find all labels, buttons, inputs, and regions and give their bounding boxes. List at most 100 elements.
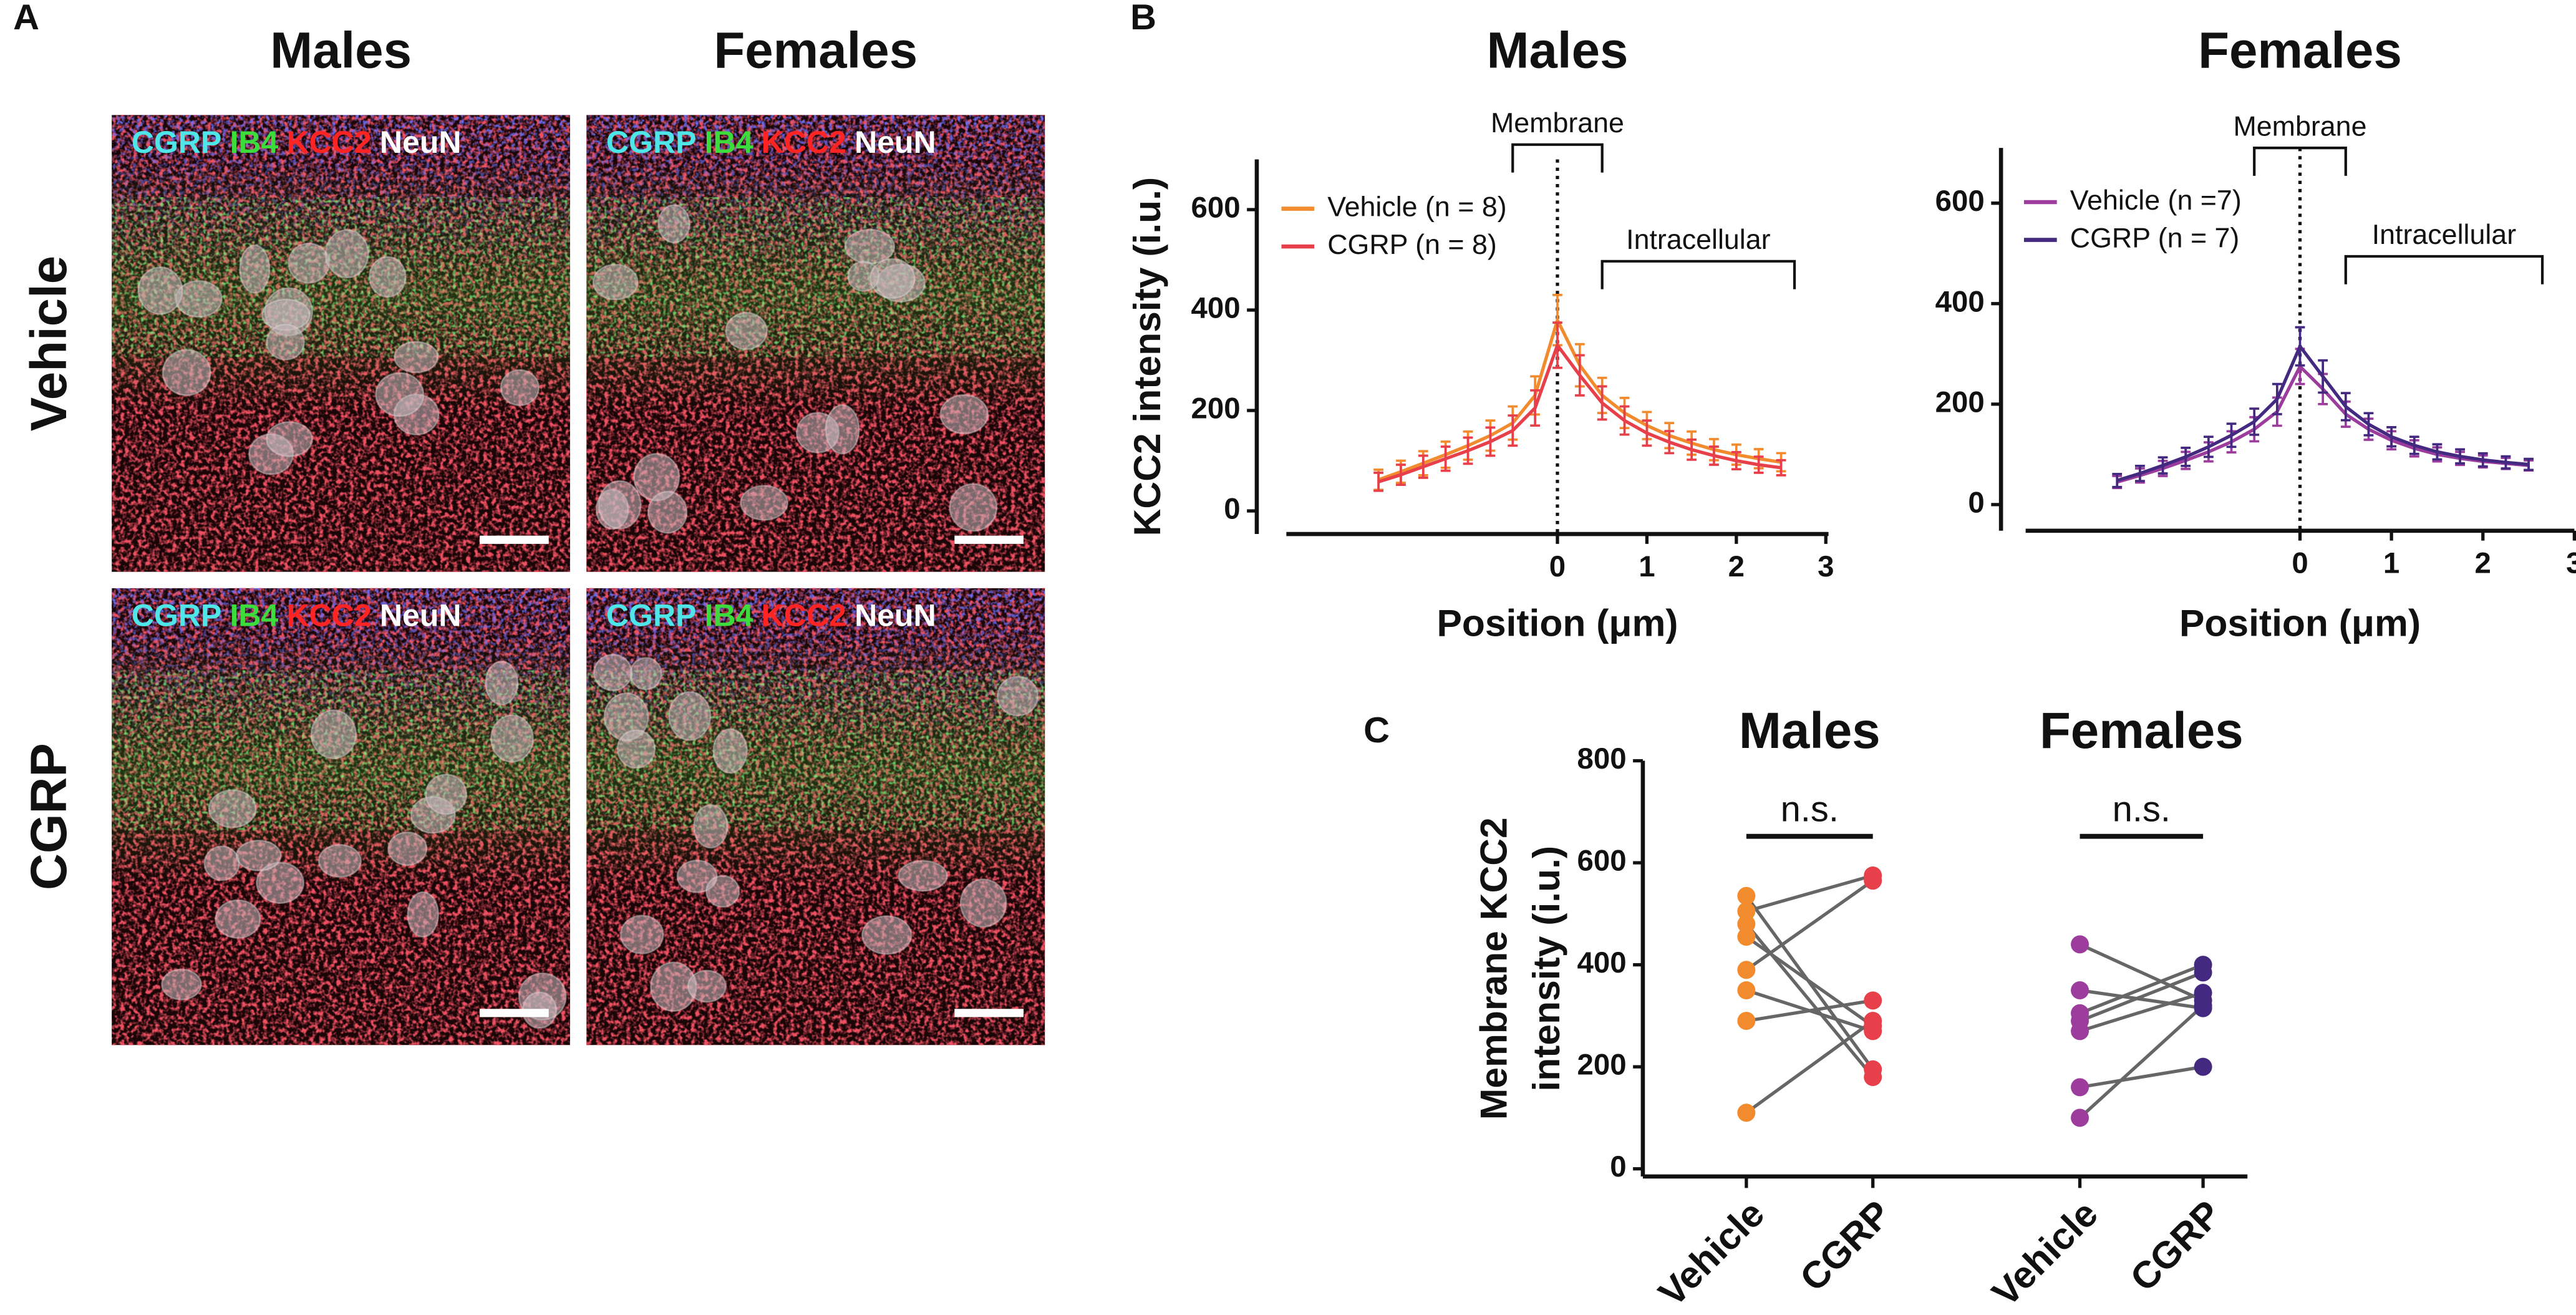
stain-name: CGRP — [132, 125, 222, 160]
neuron — [647, 490, 688, 534]
y-tick-label: 800 — [1577, 742, 1626, 775]
neuron — [869, 258, 916, 299]
point — [1737, 902, 1756, 921]
x-tick-label: 2 — [1728, 550, 1745, 583]
group-title: Males — [1739, 702, 1881, 759]
scale-bar — [480, 535, 549, 544]
neuron — [959, 878, 1007, 928]
neuron — [705, 875, 740, 908]
y-axis-label: KCC2 intensity (i.u.) — [1126, 177, 1168, 536]
neuron — [394, 341, 439, 374]
x-tick-label: 3 — [2566, 547, 2576, 580]
x-tick-label: CGRP — [1791, 1192, 1899, 1299]
error-bar — [1776, 459, 1786, 477]
stain-name: CGRP — [606, 125, 697, 160]
x-tick-label: 1 — [1639, 550, 1655, 583]
bracket — [1511, 143, 1604, 173]
pair-line — [2079, 971, 2204, 1022]
pair-line — [1745, 935, 1874, 1027]
neuron — [324, 229, 369, 279]
y-tick-label: 400 — [1935, 285, 1985, 318]
point — [1737, 886, 1756, 905]
y-tick-label: 0 — [1968, 486, 1984, 519]
pair-line — [1745, 1019, 1874, 1114]
neuron — [310, 709, 357, 760]
neuron — [825, 404, 860, 455]
pair-line — [2079, 963, 2204, 1015]
panel-label: B — [1130, 0, 1156, 37]
neuron — [387, 831, 428, 866]
neuron — [598, 480, 642, 530]
neuron — [490, 714, 534, 763]
neuron — [740, 485, 789, 521]
x-axis-label: Position (μm) — [1436, 602, 1678, 644]
neuron — [668, 691, 712, 741]
micrograph: CGRP IB4 KCC2 NeuN — [112, 588, 570, 1046]
neuron — [239, 244, 271, 294]
scale-bar — [480, 1009, 549, 1017]
scale-bar — [954, 1009, 1024, 1017]
point — [2071, 1022, 2089, 1041]
panel-label: C — [1363, 711, 1390, 750]
neuron — [407, 891, 440, 938]
neuron — [215, 899, 261, 939]
neuron — [162, 349, 211, 396]
point — [1737, 1012, 1756, 1031]
y-tick-label: 200 — [1935, 386, 1985, 419]
neuron — [996, 676, 1039, 717]
y-tick-label: 200 — [1191, 392, 1241, 425]
column-title: Males — [270, 22, 412, 79]
y-tick-label: 200 — [1577, 1049, 1626, 1082]
neuron — [593, 654, 633, 692]
neuron — [898, 860, 948, 892]
stain-name: NeuN — [380, 598, 462, 633]
x-tick-label: Vehicle — [1650, 1192, 1773, 1314]
chart-title: Males — [1487, 22, 1629, 79]
pair-line — [1746, 999, 1874, 1023]
neuron — [939, 394, 989, 435]
neuron — [288, 242, 330, 284]
stain-name: NeuN — [855, 598, 936, 633]
pair-line — [2078, 1004, 2204, 1119]
x-tick-label: 0 — [2292, 547, 2308, 580]
neuron — [266, 421, 313, 457]
point — [2194, 963, 2212, 982]
stain-label: CGRP IB4 KCC2 NeuN — [132, 598, 462, 633]
legend-label: Vehicle (n = 8) — [1327, 191, 1506, 222]
point — [2194, 996, 2212, 1015]
ib4-signal — [112, 197, 570, 357]
stain-name: CGRP — [132, 598, 222, 633]
column-title: Females — [714, 22, 918, 79]
neuron — [266, 323, 306, 361]
annotation: Intracellular — [1626, 224, 1770, 255]
ib4-signal — [586, 670, 1045, 831]
bracket — [2344, 255, 2544, 284]
point — [1737, 928, 1756, 946]
neuron — [657, 204, 690, 244]
error-bar — [2524, 457, 2534, 472]
x-tick-label: Vehicle — [1983, 1192, 2106, 1314]
point — [1864, 991, 1882, 1010]
legend-label: CGRP (n = 8) — [1327, 229, 1497, 260]
pair-line — [2079, 991, 2204, 1033]
neuron — [629, 657, 662, 691]
micrograph: CGRP IB4 KCC2 NeuN — [586, 115, 1045, 572]
neuron — [619, 915, 664, 954]
stain-name: NeuN — [855, 125, 936, 160]
neuron — [725, 311, 768, 351]
x-tick-label: 2 — [2475, 547, 2491, 580]
stain-name: KCC2 — [286, 598, 371, 633]
chart-title: Females — [2198, 22, 2402, 79]
neuron — [425, 774, 468, 815]
neuron — [208, 789, 257, 828]
point — [2071, 981, 2089, 999]
error-bar — [1373, 472, 1384, 492]
stain-name: KCC2 — [762, 598, 846, 633]
stain-name: IB4 — [230, 598, 278, 633]
x-tick-label: 3 — [1818, 550, 1834, 583]
y-axis-label: Membrane KCC2 — [1473, 817, 1515, 1120]
neuron — [592, 263, 639, 301]
neuron — [687, 969, 727, 1003]
y-tick-label: 600 — [1191, 192, 1241, 225]
